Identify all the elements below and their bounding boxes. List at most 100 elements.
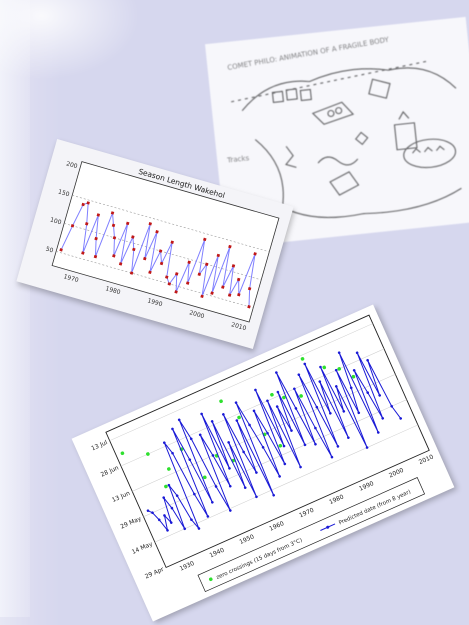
season-point (185, 281, 190, 285)
season-point (165, 275, 169, 279)
timeline-point (290, 429, 293, 432)
timeline-point (162, 441, 166, 444)
timeline-point (177, 418, 181, 422)
legend-dot-marker (208, 577, 213, 582)
timeline-green-dot (202, 475, 207, 480)
timeline-point (303, 362, 307, 366)
timeline-point (167, 483, 171, 487)
season-y-tick-label: 50 (45, 246, 54, 255)
legend-label-1: zero crossings (15 days from 3°C) (216, 538, 304, 581)
season-y-tick-label: 150 (57, 188, 70, 198)
timeline-point (190, 518, 193, 522)
season-point (187, 260, 191, 264)
season-point (125, 221, 130, 226)
timeline-point (171, 427, 174, 431)
timeline-y-tick-label: 28 Jun (100, 464, 120, 478)
season-point (81, 251, 85, 255)
timeline-point (193, 492, 196, 496)
timeline-series (146, 351, 402, 532)
timeline-point (228, 467, 231, 470)
timeline-point (157, 518, 161, 522)
season-point (227, 293, 232, 297)
timeline-x-tick-label: 1930 (179, 560, 196, 573)
timeline-chart: 13 Jul 28 Jun 13 Jun 29 May 14 May 29 Apr 193… (90, 314, 435, 593)
left-sheen (0, 0, 30, 617)
timeline-point (254, 388, 257, 392)
timeline-point (399, 417, 402, 420)
timeline-point (170, 506, 174, 510)
season-point (112, 254, 116, 258)
timeline-point (357, 411, 361, 415)
timeline-point (275, 371, 278, 374)
timeline-x-tick-label: 2000 (388, 467, 405, 480)
timeline-point (235, 419, 239, 422)
timeline-green-dot (300, 357, 305, 361)
timeline-x-tick-label: 2010 (418, 453, 435, 466)
season-point (148, 270, 152, 275)
season-point (216, 253, 221, 258)
timeline-green-dot (237, 415, 241, 420)
season-point (159, 261, 164, 266)
timeline-point (261, 446, 265, 449)
season-point (247, 305, 251, 309)
season-point (236, 277, 241, 282)
timeline-x-tick-label: 1980 (328, 493, 345, 506)
timeline-point (248, 423, 251, 427)
timeline-point (171, 451, 174, 455)
timeline-x-tick-label: 1960 (268, 520, 285, 533)
timeline-green-dot (164, 484, 168, 489)
timeline-point (378, 394, 381, 397)
season-point (221, 285, 225, 289)
season-series (59, 201, 257, 309)
timeline-point (330, 455, 334, 459)
season-point (167, 282, 172, 286)
timeline-dots (120, 357, 356, 489)
season-x-tick-label: 1990 (147, 297, 164, 308)
timeline-point (222, 413, 225, 416)
timeline-x-tick-label: 1970 (298, 507, 315, 520)
season-point (204, 262, 209, 266)
timeline-point (162, 496, 165, 499)
season-point (85, 222, 89, 226)
timeline-green-dot (322, 365, 327, 370)
season-point (93, 254, 98, 259)
timeline-point (243, 486, 247, 489)
timeline-green-dot (270, 392, 274, 397)
season-point (237, 292, 241, 297)
legend-point-marker (326, 525, 330, 529)
timeline-green-dot (337, 367, 342, 371)
season-point (96, 213, 101, 217)
season-point (148, 222, 152, 226)
timeline-green-dot (299, 394, 303, 398)
timeline-point (299, 465, 302, 469)
timeline-green-dot (351, 374, 356, 379)
timeline-gridline (154, 424, 419, 543)
season-x-tick-label: 1970 (63, 273, 80, 284)
timeline-y-tick-label: 13 Jun (111, 490, 131, 504)
timeline-x-tick-label: 1940 (209, 547, 226, 560)
timeline-point (198, 433, 202, 437)
season-x-tick-label: 2000 (188, 309, 205, 320)
timeline-point (252, 409, 256, 413)
timeline-point (319, 365, 322, 369)
timeline-card: 13 Jul 28 Jun 13 Jun 29 May 14 May 29 Apr 193… (71, 304, 455, 622)
timeline-gridline (143, 399, 407, 517)
season-point (247, 286, 252, 291)
timeline-y-tick-label: 29 Apr (144, 566, 166, 581)
timeline-point (228, 484, 232, 488)
season-point (132, 247, 136, 252)
timeline-point (275, 405, 279, 408)
timeline-point (255, 495, 258, 499)
timeline-point (334, 368, 338, 372)
timeline-green-dot (278, 443, 283, 448)
season-x-ticks: 1970 1980 1990 2000 2010 (63, 273, 247, 332)
timeline-point (347, 436, 350, 439)
timeline-point (175, 494, 179, 497)
season-y-tick-label: 200 (65, 160, 78, 170)
timeline-point (314, 442, 317, 446)
season-point (129, 271, 134, 275)
season-point (59, 248, 63, 252)
season-y-tick-label: 100 (49, 217, 62, 227)
timeline-point (294, 407, 298, 410)
timeline-point (183, 527, 187, 531)
